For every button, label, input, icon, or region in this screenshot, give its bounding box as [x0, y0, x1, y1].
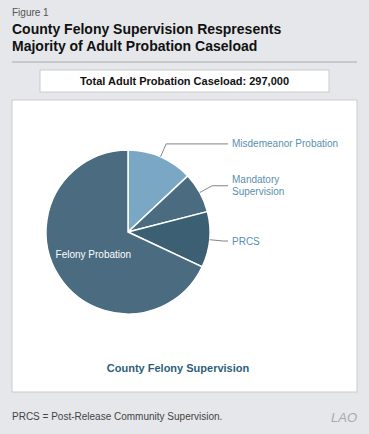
- slice-label: Misdemeanor Probation: [232, 138, 338, 149]
- slice-labels: Misdemeanor Probation MandatorySupervisio…: [56, 138, 339, 260]
- leader-line: [200, 186, 228, 193]
- leader-line: [210, 240, 228, 241]
- chart: Figure 1 County Felony Supervision Respre…: [0, 0, 369, 434]
- divider: [12, 62, 357, 63]
- slice-label: MandatorySupervision: [232, 174, 284, 197]
- watermark: LAO: [331, 410, 357, 425]
- background: [0, 0, 369, 434]
- slice-label: Felony Probation: [56, 249, 132, 260]
- title: County Felony Supervision RespresentsMaj…: [12, 21, 281, 54]
- pie-slice: [46, 150, 202, 314]
- pie-box: [12, 100, 357, 392]
- group-label: County Felony Supervision: [107, 362, 250, 374]
- footnote: PRCS = Post-Release Community Supervisio…: [12, 411, 222, 422]
- slice-label: PRCS: [232, 236, 260, 247]
- pie: [46, 150, 210, 314]
- subtitle-box: [40, 70, 329, 92]
- subtitle: Total Adult Probation Caseload: 297,000: [80, 75, 289, 87]
- figure-label: Figure 1: [12, 7, 49, 18]
- leader-line: [161, 144, 228, 157]
